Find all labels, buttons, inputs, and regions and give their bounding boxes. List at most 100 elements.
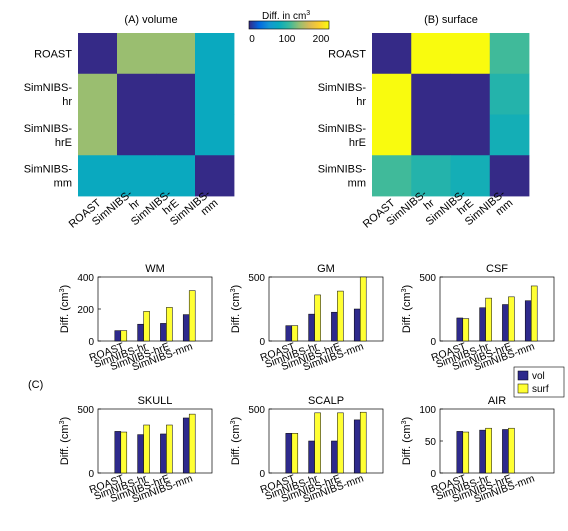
- heatmap-cell: [117, 73, 157, 115]
- legend-swatch-surf: [517, 383, 529, 394]
- heatmap-volume: (A) volume ROAST SimNIBS-hr SimNIBS-hrE Sim…: [24, 14, 235, 231]
- y-tick-label: 100: [419, 405, 436, 416]
- heatmap-cell: [411, 114, 451, 156]
- colorbar-label: Diff. in cm3: [262, 10, 310, 22]
- bar-vol: [308, 440, 315, 474]
- bar-chart-title: SKULL: [138, 395, 173, 407]
- bar-chart-title: GM: [317, 263, 335, 275]
- bar-vol: [524, 300, 532, 342]
- legend-box: [513, 366, 565, 398]
- panel-label-c: (C): [28, 379, 43, 391]
- heatmap-volume-title: (A) volume: [124, 14, 177, 26]
- bar-surf: [188, 290, 196, 342]
- heatmap-cell: [372, 114, 412, 156]
- bar-vol: [114, 431, 122, 474]
- y-axis-label: Diff. (cm3): [230, 285, 242, 333]
- y-axis-label: Diff. (cm3): [401, 285, 413, 333]
- bar-surf: [462, 431, 470, 474]
- bar-surf: [462, 318, 470, 342]
- heatmap-row-label: SimNIBS-: [24, 82, 73, 94]
- bar-surf: [359, 276, 367, 342]
- heatmap-cell: [78, 33, 118, 75]
- bar-vol: [331, 440, 338, 474]
- y-tick-label: 500: [77, 405, 94, 416]
- bar-surf: [530, 285, 538, 342]
- y-axis-label: Diff. (cm3): [230, 417, 242, 465]
- heatmap-cell: [450, 73, 491, 115]
- y-tick-label: 0: [430, 337, 436, 348]
- legend-swatch-vol: [517, 370, 529, 381]
- y-tick-label: 50: [425, 437, 437, 448]
- plot-area: [268, 276, 384, 342]
- plot-area: [439, 276, 555, 342]
- bar-vol: [479, 429, 486, 474]
- heatmap-cell: [489, 155, 530, 197]
- y-tick-label: 500: [419, 273, 436, 284]
- bar-surf: [291, 325, 299, 342]
- bar-vol: [114, 330, 122, 342]
- colorbar-tick-label: 100: [279, 34, 296, 45]
- y-tick-label: 200: [77, 305, 94, 316]
- bar-surf: [291, 433, 299, 474]
- heatmap-cell: [411, 73, 451, 115]
- heatmap-cell: [78, 155, 118, 197]
- heatmap-cell: [195, 114, 235, 156]
- bar-vol: [479, 307, 486, 342]
- bar-surf: [337, 412, 344, 474]
- y-tick-label: 0: [430, 469, 436, 480]
- bar-vol: [502, 429, 509, 474]
- colorbar-tick-label: 200: [313, 34, 330, 45]
- bar-chart-title: WM: [145, 263, 165, 275]
- heatmap-cell: [117, 155, 157, 197]
- bar-vol: [160, 433, 167, 474]
- heatmap-row-label: mm: [54, 178, 72, 190]
- heatmap-row-label: hr: [356, 96, 366, 108]
- y-tick-label: 500: [248, 405, 265, 416]
- y-tick-label: 0: [259, 337, 265, 348]
- heatmap-row-label: SimNIBS-: [24, 164, 73, 176]
- legend: vol surf: [513, 366, 565, 398]
- bar-surf: [314, 294, 321, 342]
- heatmap-cell: [195, 155, 235, 197]
- heatmap-cell: [489, 33, 530, 75]
- bar-vol: [502, 304, 509, 342]
- bar-chart-title: CSF: [486, 263, 508, 275]
- colorbar: Diff. in cm3 0 100 200: [248, 10, 330, 45]
- heatmap-cell: [195, 73, 235, 115]
- bar-vol: [182, 417, 190, 474]
- heatmap-cell: [372, 155, 412, 197]
- bar-surf: [143, 424, 150, 474]
- bar-surf: [359, 411, 367, 474]
- bar-vol: [137, 323, 144, 342]
- heatmap-cell: [156, 114, 196, 156]
- legend-label-vol: vol: [532, 371, 545, 382]
- heatmap-row-label: ROAST: [328, 48, 366, 60]
- bar-vol: [160, 323, 167, 342]
- heatmap-row-label: SimNIBS-: [318, 82, 367, 94]
- colorbar-gradient: [248, 20, 330, 30]
- bar-vol: [456, 431, 464, 474]
- y-axis-label: Diff. (cm3): [59, 285, 71, 333]
- bar-surf: [188, 413, 196, 474]
- bar-surf: [166, 307, 173, 342]
- heatmap-row-label: SimNIBS-: [24, 123, 73, 135]
- heatmap-cell: [411, 155, 451, 197]
- heatmap-cell: [489, 73, 530, 115]
- bar-chart-title: SCALP: [308, 395, 344, 407]
- heatmap-row-label: mm: [348, 178, 366, 190]
- bar-vol: [285, 433, 293, 474]
- bar-vol: [285, 325, 293, 342]
- bar-vol: [353, 308, 361, 342]
- heatmap-cell: [450, 33, 491, 75]
- heatmap-cell: [195, 33, 235, 75]
- colorbar-tick-label: 0: [249, 34, 255, 45]
- y-axis-label: Diff. (cm3): [59, 417, 71, 465]
- heatmap-cell: [156, 155, 196, 197]
- heatmap-surface-title: (B) surface: [424, 14, 478, 26]
- heatmap-cell: [117, 33, 157, 75]
- heatmap-cell: [489, 114, 530, 156]
- heatmap-cell: [117, 114, 157, 156]
